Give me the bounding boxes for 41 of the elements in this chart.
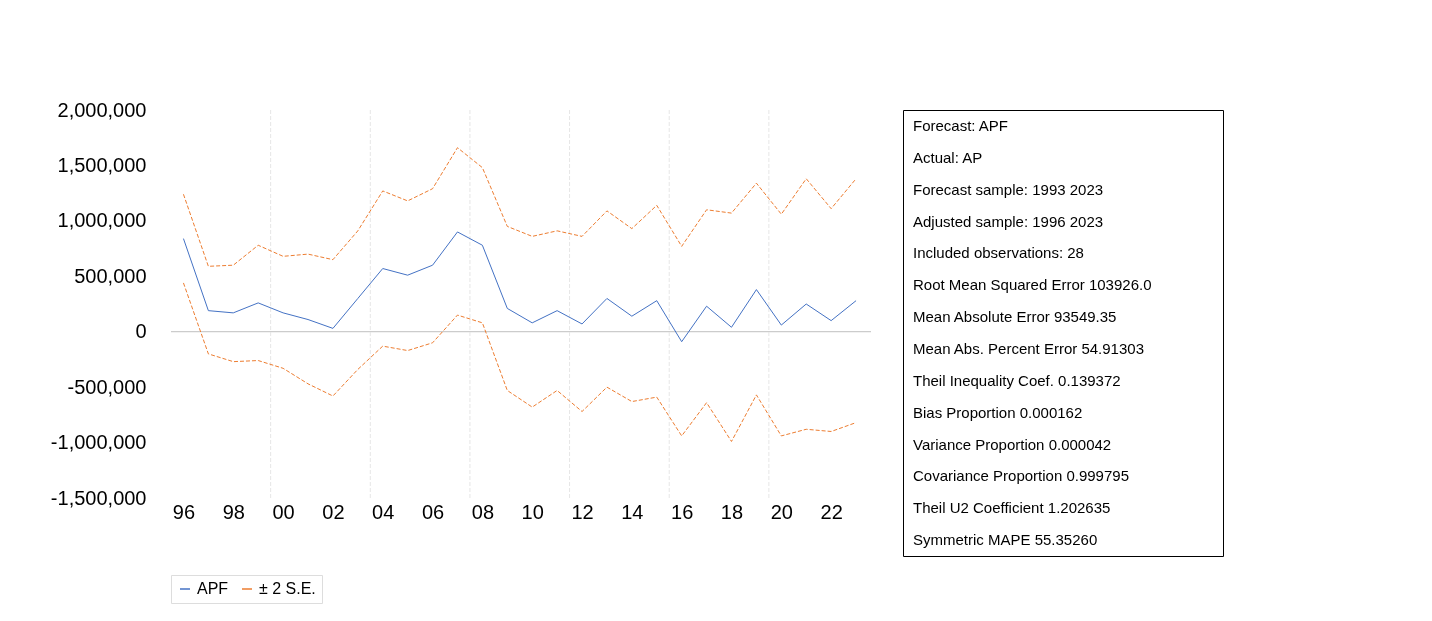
x-tick-label: 06 [421, 500, 445, 523]
x-tick-label: 02 [322, 500, 345, 523]
text: Theil Inequality Coef. 0.139372 [913, 371, 1121, 389]
y-tick-label: -500,000 [67, 375, 147, 398]
text: Symmetric MAPE 55.35260 [913, 531, 1098, 549]
legend-label: APF [197, 580, 229, 597]
line-series [182, 231, 857, 343]
text: Mean Abs. Percent Error 54.91303 [913, 339, 1144, 357]
text: Mean Absolute Error 93549.35 [913, 308, 1117, 326]
y-tick-label: 2,000,000 [57, 98, 147, 121]
text: Included observations: 28 [913, 244, 1084, 262]
y-tick-label: 500,000 [74, 264, 147, 287]
y-tick-label: -1,500,000 [50, 486, 147, 509]
y-tick-label: 1,500,000 [57, 153, 147, 176]
x-tick-label: 00 [272, 500, 295, 523]
x-tick-label: 98 [222, 500, 245, 523]
text: Root Mean Squared Error 103926.0 [913, 276, 1152, 294]
x-tick-label: 20 [770, 500, 793, 523]
line-series [182, 282, 857, 442]
text: Covariance Proportion 0.999795 [913, 467, 1129, 485]
text: Adjusted sample: 1996 2023 [913, 212, 1104, 230]
x-tick-label: 08 [471, 500, 495, 523]
x-tick-label: 10 [521, 500, 544, 523]
line-series [182, 147, 857, 267]
y-tick-label: 1,000,000 [57, 209, 147, 232]
text: Actual: AP [913, 148, 983, 166]
x-tick-label: 96 [172, 500, 196, 523]
x-tick-label: 14 [621, 500, 644, 523]
y-tick-label: -1,000,000 [50, 431, 147, 454]
legend-label: ± 2 S.E. [259, 580, 316, 597]
text: Forecast: APF [913, 116, 1009, 134]
text: Variance Proportion 0.000042 [913, 435, 1112, 453]
x-tick-label: 12 [571, 500, 594, 523]
x-tick-label: 22 [820, 500, 843, 523]
text: Bias Proportion 0.000162 [913, 403, 1083, 421]
x-tick-label: 16 [671, 500, 694, 523]
text: Forecast sample: 1993 2023 [913, 180, 1104, 198]
x-tick-label: 04 [372, 500, 395, 523]
text: Theil U2 Coefficient 1.202635 [913, 499, 1111, 517]
x-tick-label: 18 [720, 500, 744, 523]
y-tick-label: 0 [135, 320, 147, 343]
